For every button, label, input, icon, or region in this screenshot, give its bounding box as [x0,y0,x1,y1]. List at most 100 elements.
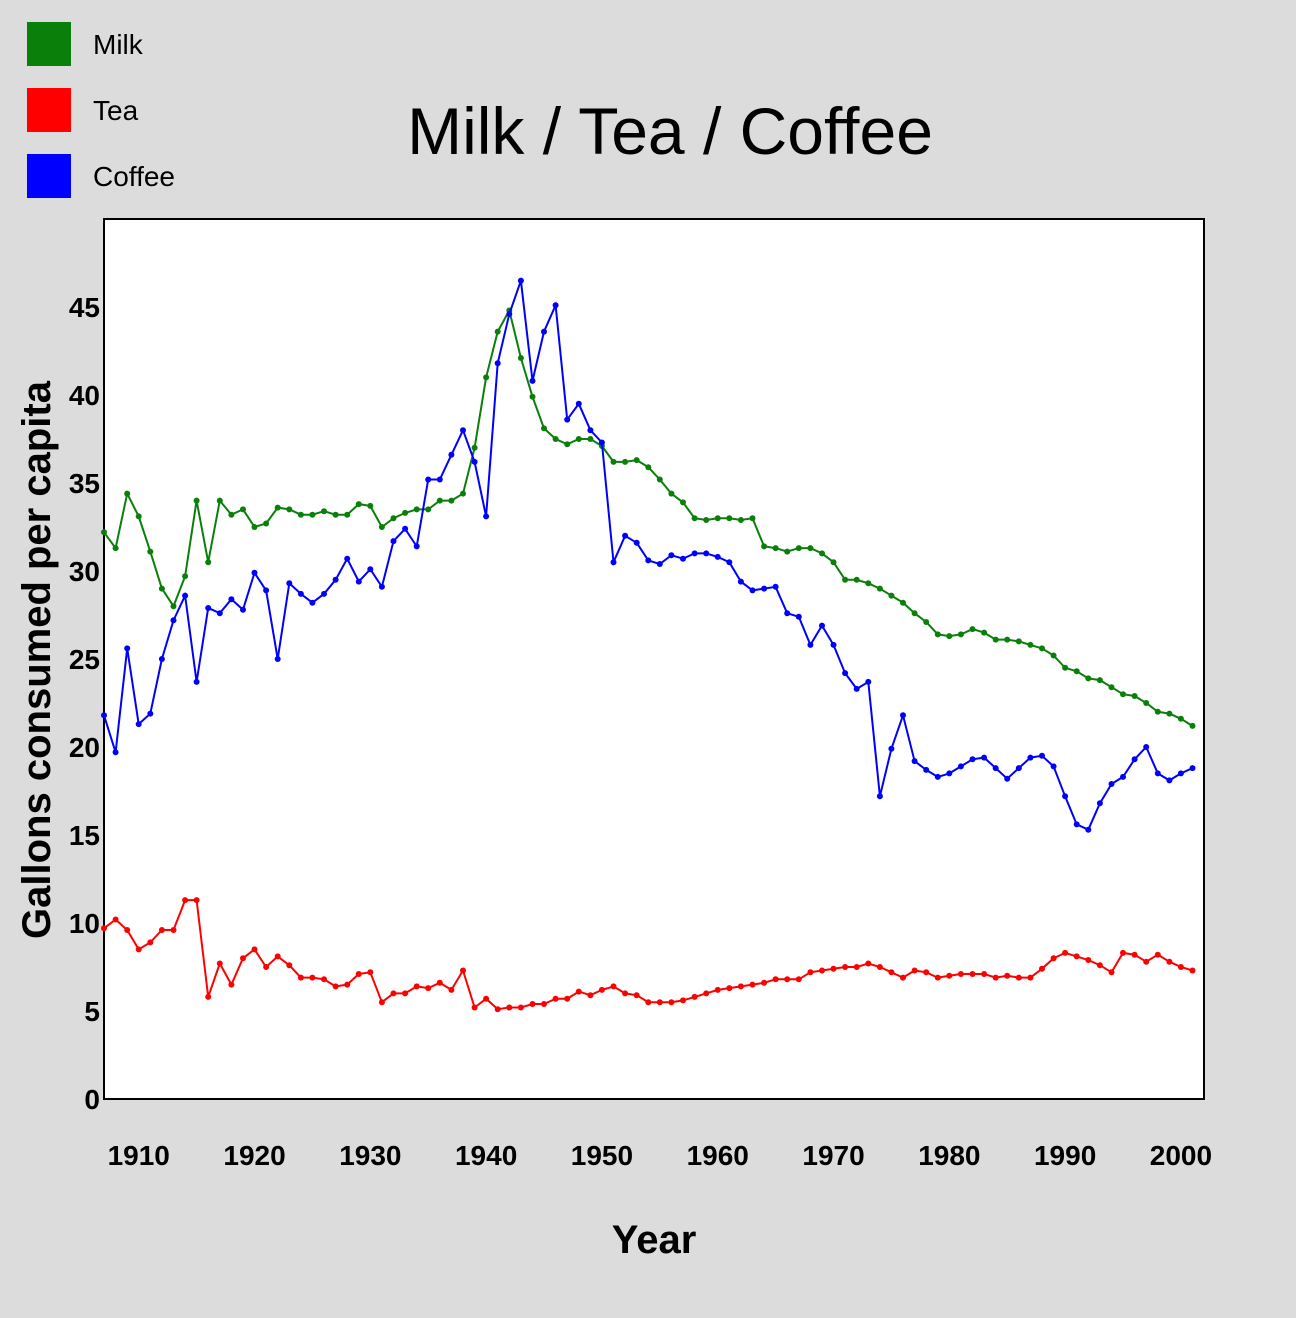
data-point-tea [193,897,200,904]
data-point-tea [263,964,270,970]
data-point-tea [807,969,814,976]
data-point-coffee [911,758,918,765]
data-point-coffee [957,763,964,770]
data-point-milk [680,499,686,506]
data-point-tea [923,969,930,976]
data-point-coffee [541,328,547,335]
data-point-coffee [240,606,246,613]
data-point-coffee [1143,744,1150,750]
data-point-tea [425,985,432,992]
data-point-tea [1050,955,1057,962]
data-point-milk [344,511,351,518]
data-point-tea [286,962,293,969]
data-point-coffee [934,773,941,780]
data-point-coffee [552,302,559,309]
data-point-tea [402,990,409,997]
data-point-tea [321,976,327,983]
data-point-tea [170,927,177,933]
data-point-tea [1108,969,1115,976]
data-point-milk [425,506,432,513]
data-point-milk [784,548,791,555]
data-point-coffee [517,277,524,284]
data-point-milk [332,511,339,518]
data-point-coffee [378,583,385,590]
data-point-coffee [1131,756,1138,763]
series-milk [101,307,1196,729]
data-point-tea [1131,951,1138,958]
data-point-tea [552,995,559,1002]
data-point-milk [900,599,906,606]
data-point-milk [193,497,200,504]
data-point-milk [1177,715,1184,722]
data-point-coffee [1073,821,1080,828]
data-point-tea [1166,958,1173,965]
x-tick-label: 1920 [223,1140,285,1171]
data-point-coffee [216,610,223,617]
data-point-coffee [263,587,270,594]
legend-swatch-tea [27,88,71,132]
data-point-tea [494,1006,501,1013]
data-point-coffee [182,592,189,599]
data-point-tea [691,993,698,1000]
data-point-milk [691,515,698,522]
data-point-coffee [124,645,131,652]
data-point-milk [946,633,953,640]
data-point-tea [795,976,802,983]
data-point-milk [1015,638,1022,645]
data-point-coffee [876,793,883,800]
x-tick-label: 2000 [1150,1140,1212,1171]
data-point-coffee [390,538,397,545]
data-point-milk [911,610,918,617]
data-point-coffee [228,596,235,603]
data-point-tea [865,960,872,967]
data-point-coffee [772,583,779,590]
data-point-coffee [645,557,652,564]
data-point-milk [124,490,131,497]
data-point-tea [772,976,779,983]
data-point-milk [436,497,443,504]
data-point-milk [830,559,837,566]
data-point-milk [1085,675,1092,682]
data-point-milk [274,504,281,511]
data-point-milk [888,592,895,599]
data-point-coffee [807,641,814,648]
data-point-coffee [992,765,999,772]
series-layer [101,277,1196,1013]
data-point-coffee [726,559,733,566]
data-point-coffee [575,400,582,407]
data-point-milk [390,515,397,522]
data-point-coffee [842,670,849,677]
data-point-coffee [795,613,802,620]
data-point-tea [1154,951,1161,958]
data-point-coffee [1027,754,1034,761]
data-point-milk [216,497,223,504]
data-point-tea [1039,965,1045,972]
data-point-tea [981,971,988,977]
data-point-coffee [784,610,791,617]
data-point-coffee [1062,793,1069,800]
y-tick-label: 20 [69,732,100,763]
data-point-tea [1189,967,1196,974]
data-point-coffee [436,476,443,483]
data-point-tea [124,927,131,933]
data-point-milk [703,517,710,523]
data-point-coffee [1004,775,1011,782]
data-point-tea [147,939,154,946]
data-point-tea [101,925,107,932]
data-point-coffee [1085,826,1092,833]
data-point-milk [865,580,872,587]
data-point-tea [598,986,605,993]
data-point-tea [633,992,640,999]
data-point-milk [263,520,270,527]
data-point-milk [981,629,988,636]
data-point-milk [1189,722,1196,729]
x-tick-label: 1960 [687,1140,749,1171]
data-point-tea [656,999,663,1006]
data-point-coffee [668,552,675,559]
data-point-milk [135,513,142,520]
data-point-coffee [923,766,930,773]
data-point-tea [1027,974,1034,981]
data-point-tea [957,971,964,977]
data-point-milk [1154,708,1161,715]
